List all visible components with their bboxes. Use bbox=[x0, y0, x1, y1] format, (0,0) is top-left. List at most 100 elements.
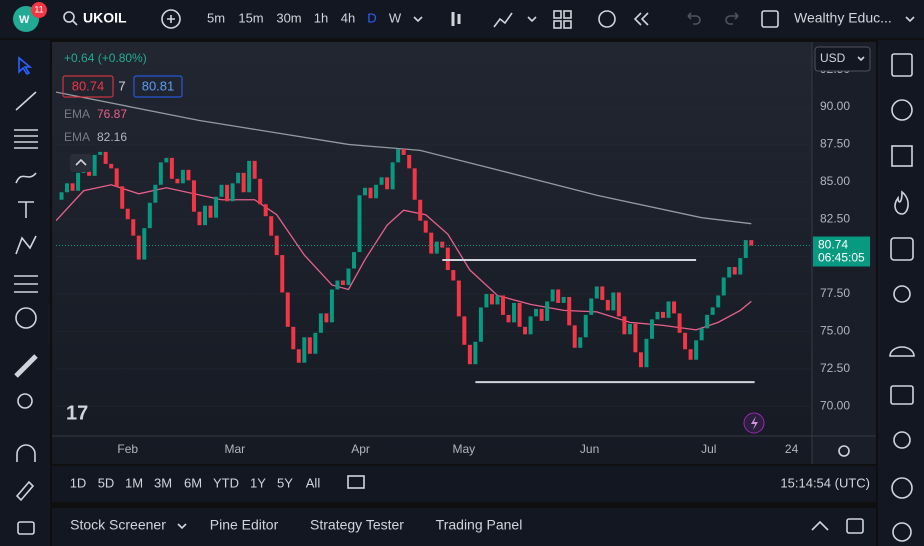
candle bbox=[451, 270, 456, 281]
layout[interactable] bbox=[553, 10, 562, 19]
lock-drawing[interactable] bbox=[15, 480, 35, 502]
range-button[interactable]: All bbox=[306, 475, 321, 490]
panel-tab[interactable]: Trading Panel bbox=[436, 517, 523, 533]
chats[interactable] bbox=[890, 385, 914, 405]
interval[interactable]: 15m bbox=[238, 10, 263, 25]
flash-icon bbox=[751, 416, 758, 430]
candle bbox=[627, 323, 632, 335]
candle bbox=[291, 326, 296, 350]
ruler-tool[interactable] bbox=[14, 354, 38, 378]
news[interactable] bbox=[889, 346, 915, 357]
interval-menu[interactable] bbox=[413, 16, 423, 23]
collapse-panel[interactable] bbox=[811, 520, 829, 531]
indicators-menu[interactable] bbox=[527, 16, 537, 23]
brush-tool[interactable] bbox=[15, 172, 37, 184]
calendar[interactable] bbox=[890, 237, 914, 261]
cursor-tool[interactable] bbox=[18, 56, 33, 76]
symbol[interactable]: UKOIL bbox=[83, 10, 127, 26]
bid-box[interactable] bbox=[62, 75, 114, 98]
candle bbox=[495, 295, 500, 305]
streams[interactable] bbox=[891, 477, 913, 499]
layout bbox=[563, 20, 572, 29]
candle bbox=[318, 313, 323, 333]
candle bbox=[103, 151, 108, 164]
help[interactable] bbox=[893, 431, 911, 449]
candle bbox=[528, 316, 533, 335]
interval[interactable]: 1h bbox=[314, 10, 328, 25]
add-symbol[interactable] bbox=[161, 9, 181, 29]
hotlists[interactable] bbox=[894, 190, 909, 215]
prediction-tool[interactable] bbox=[14, 275, 38, 293]
interval[interactable]: W bbox=[389, 10, 402, 25]
add-symbol bbox=[167, 15, 175, 23]
replay[interactable] bbox=[633, 12, 649, 26]
range-button[interactable]: 1D bbox=[70, 475, 87, 490]
redo[interactable] bbox=[725, 12, 739, 25]
left-toolbar bbox=[0, 40, 50, 546]
magnet-tool[interactable] bbox=[16, 444, 36, 462]
text-tool[interactable] bbox=[18, 201, 34, 218]
panel-tab[interactable]: Strategy Tester bbox=[310, 517, 404, 533]
maximize-panel[interactable] bbox=[846, 518, 864, 534]
x-tick-label: Apr bbox=[351, 442, 370, 456]
interval[interactable]: 5m bbox=[207, 10, 225, 25]
range-button[interactable]: 1M bbox=[125, 475, 143, 490]
ideas[interactable] bbox=[893, 285, 911, 303]
collapse-legend[interactable] bbox=[70, 154, 92, 172]
candle bbox=[638, 352, 643, 368]
panel-tab[interactable]: Pine Editor bbox=[210, 517, 279, 533]
candle bbox=[666, 301, 671, 318]
candle bbox=[512, 302, 517, 323]
alerts[interactable] bbox=[891, 99, 913, 121]
range-button[interactable]: YTD bbox=[213, 475, 239, 490]
candle bbox=[385, 177, 390, 190]
logo: 17 bbox=[66, 402, 88, 424]
panel-tab[interactable]: Stock Screener bbox=[70, 517, 166, 533]
alert[interactable] bbox=[598, 10, 616, 28]
notifications[interactable] bbox=[892, 522, 912, 542]
range-button[interactable]: 5Y bbox=[277, 475, 293, 490]
range-button[interactable]: 3M bbox=[154, 475, 172, 490]
interval[interactable]: 4h bbox=[341, 10, 355, 25]
undo[interactable] bbox=[687, 12, 701, 25]
chart-type[interactable] bbox=[451, 12, 461, 26]
account-menu[interactable] bbox=[905, 16, 915, 23]
candle bbox=[180, 169, 185, 184]
watchlist[interactable] bbox=[891, 53, 913, 77]
candle bbox=[412, 168, 417, 200]
pattern-tool[interactable] bbox=[15, 235, 37, 255]
icon-tool[interactable] bbox=[15, 307, 37, 329]
data-window[interactable] bbox=[891, 145, 913, 167]
y-tick-label: 90.00 bbox=[820, 99, 850, 113]
settings[interactable] bbox=[838, 445, 850, 457]
candle bbox=[65, 183, 70, 193]
fib-tool[interactable] bbox=[14, 129, 38, 149]
range-button[interactable]: 5D bbox=[98, 475, 115, 490]
candle bbox=[131, 219, 136, 236]
lock[interactable] bbox=[17, 521, 35, 535]
ask-box[interactable] bbox=[133, 75, 183, 98]
candle bbox=[120, 186, 125, 209]
candle bbox=[583, 314, 588, 338]
range-button[interactable]: 1Y bbox=[250, 475, 266, 490]
x-tick-label: Jun bbox=[580, 442, 599, 456]
indicators[interactable] bbox=[493, 12, 513, 28]
range-button[interactable]: 6M bbox=[184, 475, 202, 490]
currency-select[interactable] bbox=[814, 46, 871, 72]
line-tool[interactable] bbox=[15, 91, 37, 111]
y-tick-label: 77.50 bbox=[820, 286, 850, 300]
layout-checkbox[interactable] bbox=[761, 10, 779, 28]
interval[interactable]: D bbox=[367, 10, 376, 25]
screener-menu[interactable] bbox=[177, 523, 187, 530]
candle bbox=[649, 319, 654, 339]
candle bbox=[727, 267, 732, 278]
candle bbox=[633, 323, 638, 353]
collapse-legend bbox=[75, 158, 87, 166]
interval[interactable]: 30m bbox=[276, 10, 301, 25]
date-range[interactable] bbox=[347, 475, 365, 489]
zoom-tool[interactable] bbox=[17, 393, 33, 409]
candle bbox=[534, 308, 539, 317]
candle bbox=[59, 192, 64, 200]
candle bbox=[683, 332, 688, 350]
account[interactable]: Wealthy Educ... bbox=[794, 10, 892, 26]
